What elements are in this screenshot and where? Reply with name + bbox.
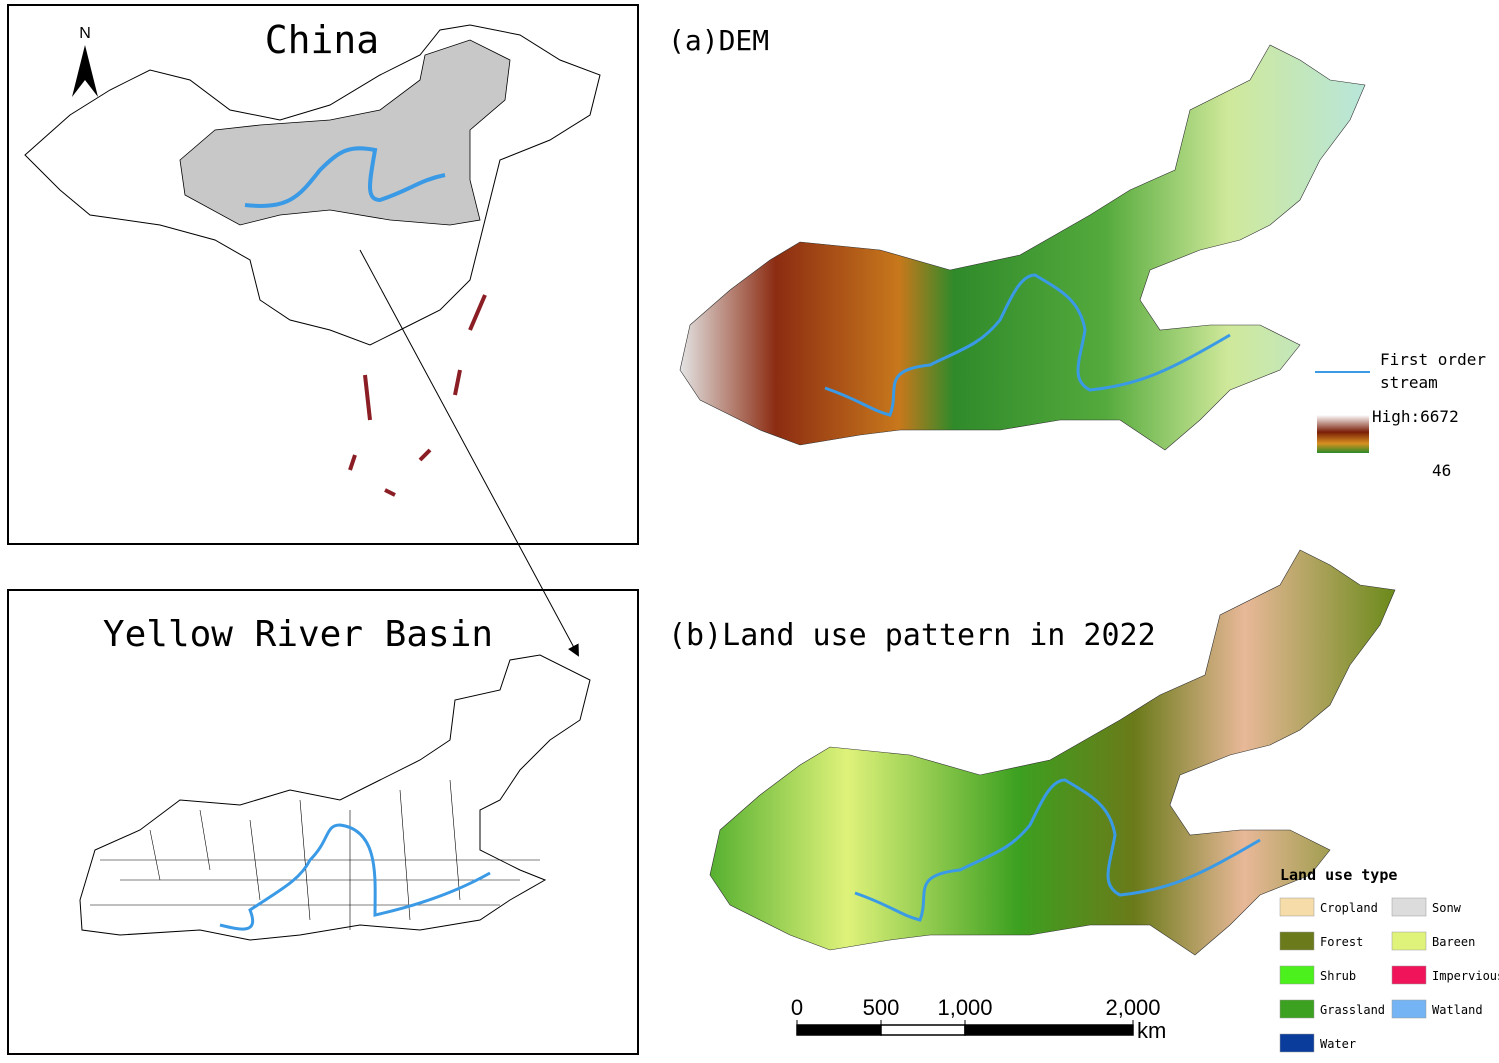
scale-tick-label: 500 xyxy=(863,995,900,1020)
basin-outline xyxy=(79,654,591,941)
north-label: N xyxy=(79,25,91,42)
basin-highlight xyxy=(179,39,511,226)
legend-label: Forest xyxy=(1320,935,1363,949)
basin-title: Yellow River Basin xyxy=(103,614,493,655)
scale-segment xyxy=(796,1024,882,1036)
landuse-legend-title: Land use type xyxy=(1280,866,1397,884)
legend-swatch xyxy=(1279,931,1315,951)
landuse-title: (b)Land use pattern in 2022 xyxy=(668,618,1156,653)
legend-label: Impervious xyxy=(1432,969,1499,983)
china-frame xyxy=(7,4,639,545)
legend-swatch xyxy=(1391,897,1427,917)
dem-map xyxy=(679,44,1366,451)
stream-legend-label: First order xyxy=(1380,350,1486,369)
legend-label: Sonw xyxy=(1432,901,1462,915)
legend-swatch xyxy=(1391,931,1427,951)
legend-swatch xyxy=(1279,999,1315,1019)
legend-label: Cropland xyxy=(1320,901,1378,915)
legend-label: Water xyxy=(1320,1037,1356,1051)
legend-swatch xyxy=(1391,999,1427,1019)
landuse-map-group xyxy=(709,549,1396,956)
legend-label: Grassland xyxy=(1320,1003,1385,1017)
river xyxy=(244,146,446,208)
elevation-high: High:6672 xyxy=(1372,407,1459,426)
river xyxy=(219,823,491,931)
north-arrow xyxy=(72,45,98,97)
landuse-map xyxy=(709,549,1396,956)
scale-segment xyxy=(880,1024,966,1036)
nine-dash-line xyxy=(348,294,487,497)
elevation-low: 46 xyxy=(1432,461,1451,480)
legend-label: Bareen xyxy=(1432,935,1475,949)
china-title: China xyxy=(265,18,379,62)
dem-title: (a)DEM xyxy=(668,24,769,57)
zoom-arrow xyxy=(359,249,579,657)
scale-tick-label: 1,000 xyxy=(937,995,992,1020)
legend-label: Shrub xyxy=(1320,969,1356,983)
scale-segment xyxy=(964,1024,1134,1036)
legend-swatch xyxy=(1391,965,1427,985)
scale-tick-label: 0 xyxy=(791,995,803,1020)
scale-tick-label: 2,000 xyxy=(1105,995,1160,1020)
stream-legend-label: stream xyxy=(1380,373,1438,392)
elevation-ramp xyxy=(1317,415,1369,453)
legend-swatch xyxy=(1279,897,1315,917)
legend-swatch xyxy=(1279,965,1315,985)
legend-swatch xyxy=(1279,1033,1315,1053)
scale-unit: km xyxy=(1137,1018,1166,1043)
legend-label: Watland xyxy=(1432,1003,1483,1017)
basin-divisions xyxy=(90,779,540,930)
landuse-legend: Cropland Sonw Forest Bareen Shrub Impervious G… xyxy=(1279,897,1499,1053)
basin-frame xyxy=(7,589,639,1055)
